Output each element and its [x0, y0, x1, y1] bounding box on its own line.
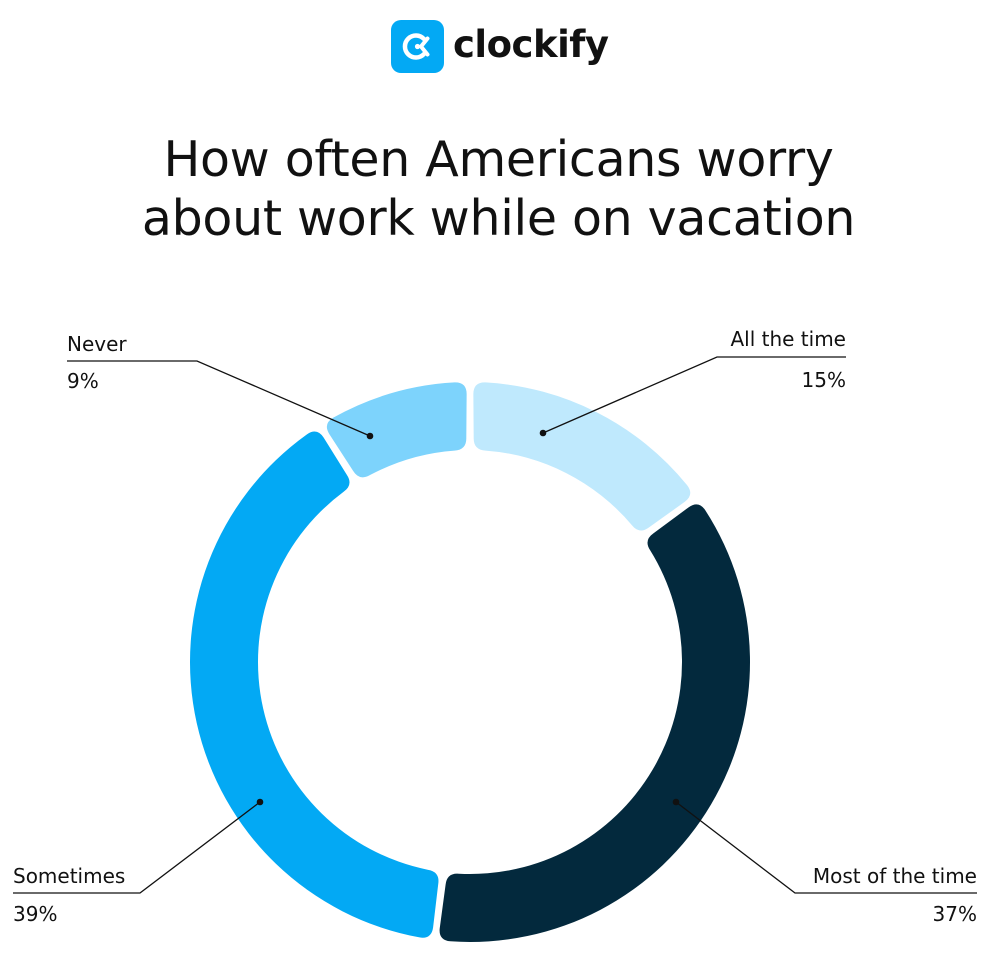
dot-sometimes [256, 798, 264, 806]
label-never-value: 9% [67, 369, 99, 393]
brand-name: clockify [453, 22, 609, 66]
label-all-the-time-name: All the time [730, 327, 846, 351]
dot-never [366, 432, 374, 440]
label-sometimes-name: Sometimes [13, 864, 126, 888]
label-most-of-the-time-value: 37% [932, 902, 977, 926]
donut-segment-all-the-time [473, 382, 691, 531]
label-sometimes-value: 39% [13, 902, 58, 926]
chart-title-line-1: How often Americans worry [163, 131, 834, 188]
leader-lines [13, 356, 977, 894]
label-most-of-the-time-name: Most of the time [812, 864, 977, 888]
leader-dots [256, 429, 680, 806]
clockify-logo-icon [391, 19, 444, 73]
clockify-logo: clockify [391, 19, 609, 73]
label-all-the-time-value: 15% [801, 368, 846, 392]
leader-line-never [67, 360, 371, 437]
label-never-name: Never [67, 332, 127, 356]
chart-title: How often Americans worry about work whi… [0, 130, 997, 248]
donut-segment-never [326, 382, 467, 478]
donut-segment-sometimes [189, 431, 439, 938]
chart-title-line-2: about work while on vacation [141, 190, 856, 247]
leader-line-sometimes [13, 801, 261, 894]
leader-line-most-of-the-time [675, 801, 977, 894]
leader-line-all-the-time [542, 356, 846, 434]
dot-all-the-time [539, 429, 547, 437]
dot-most-of-the-time [672, 798, 680, 806]
donut-ring [189, 382, 750, 943]
donut-segment-most-of-the-time [439, 504, 750, 943]
